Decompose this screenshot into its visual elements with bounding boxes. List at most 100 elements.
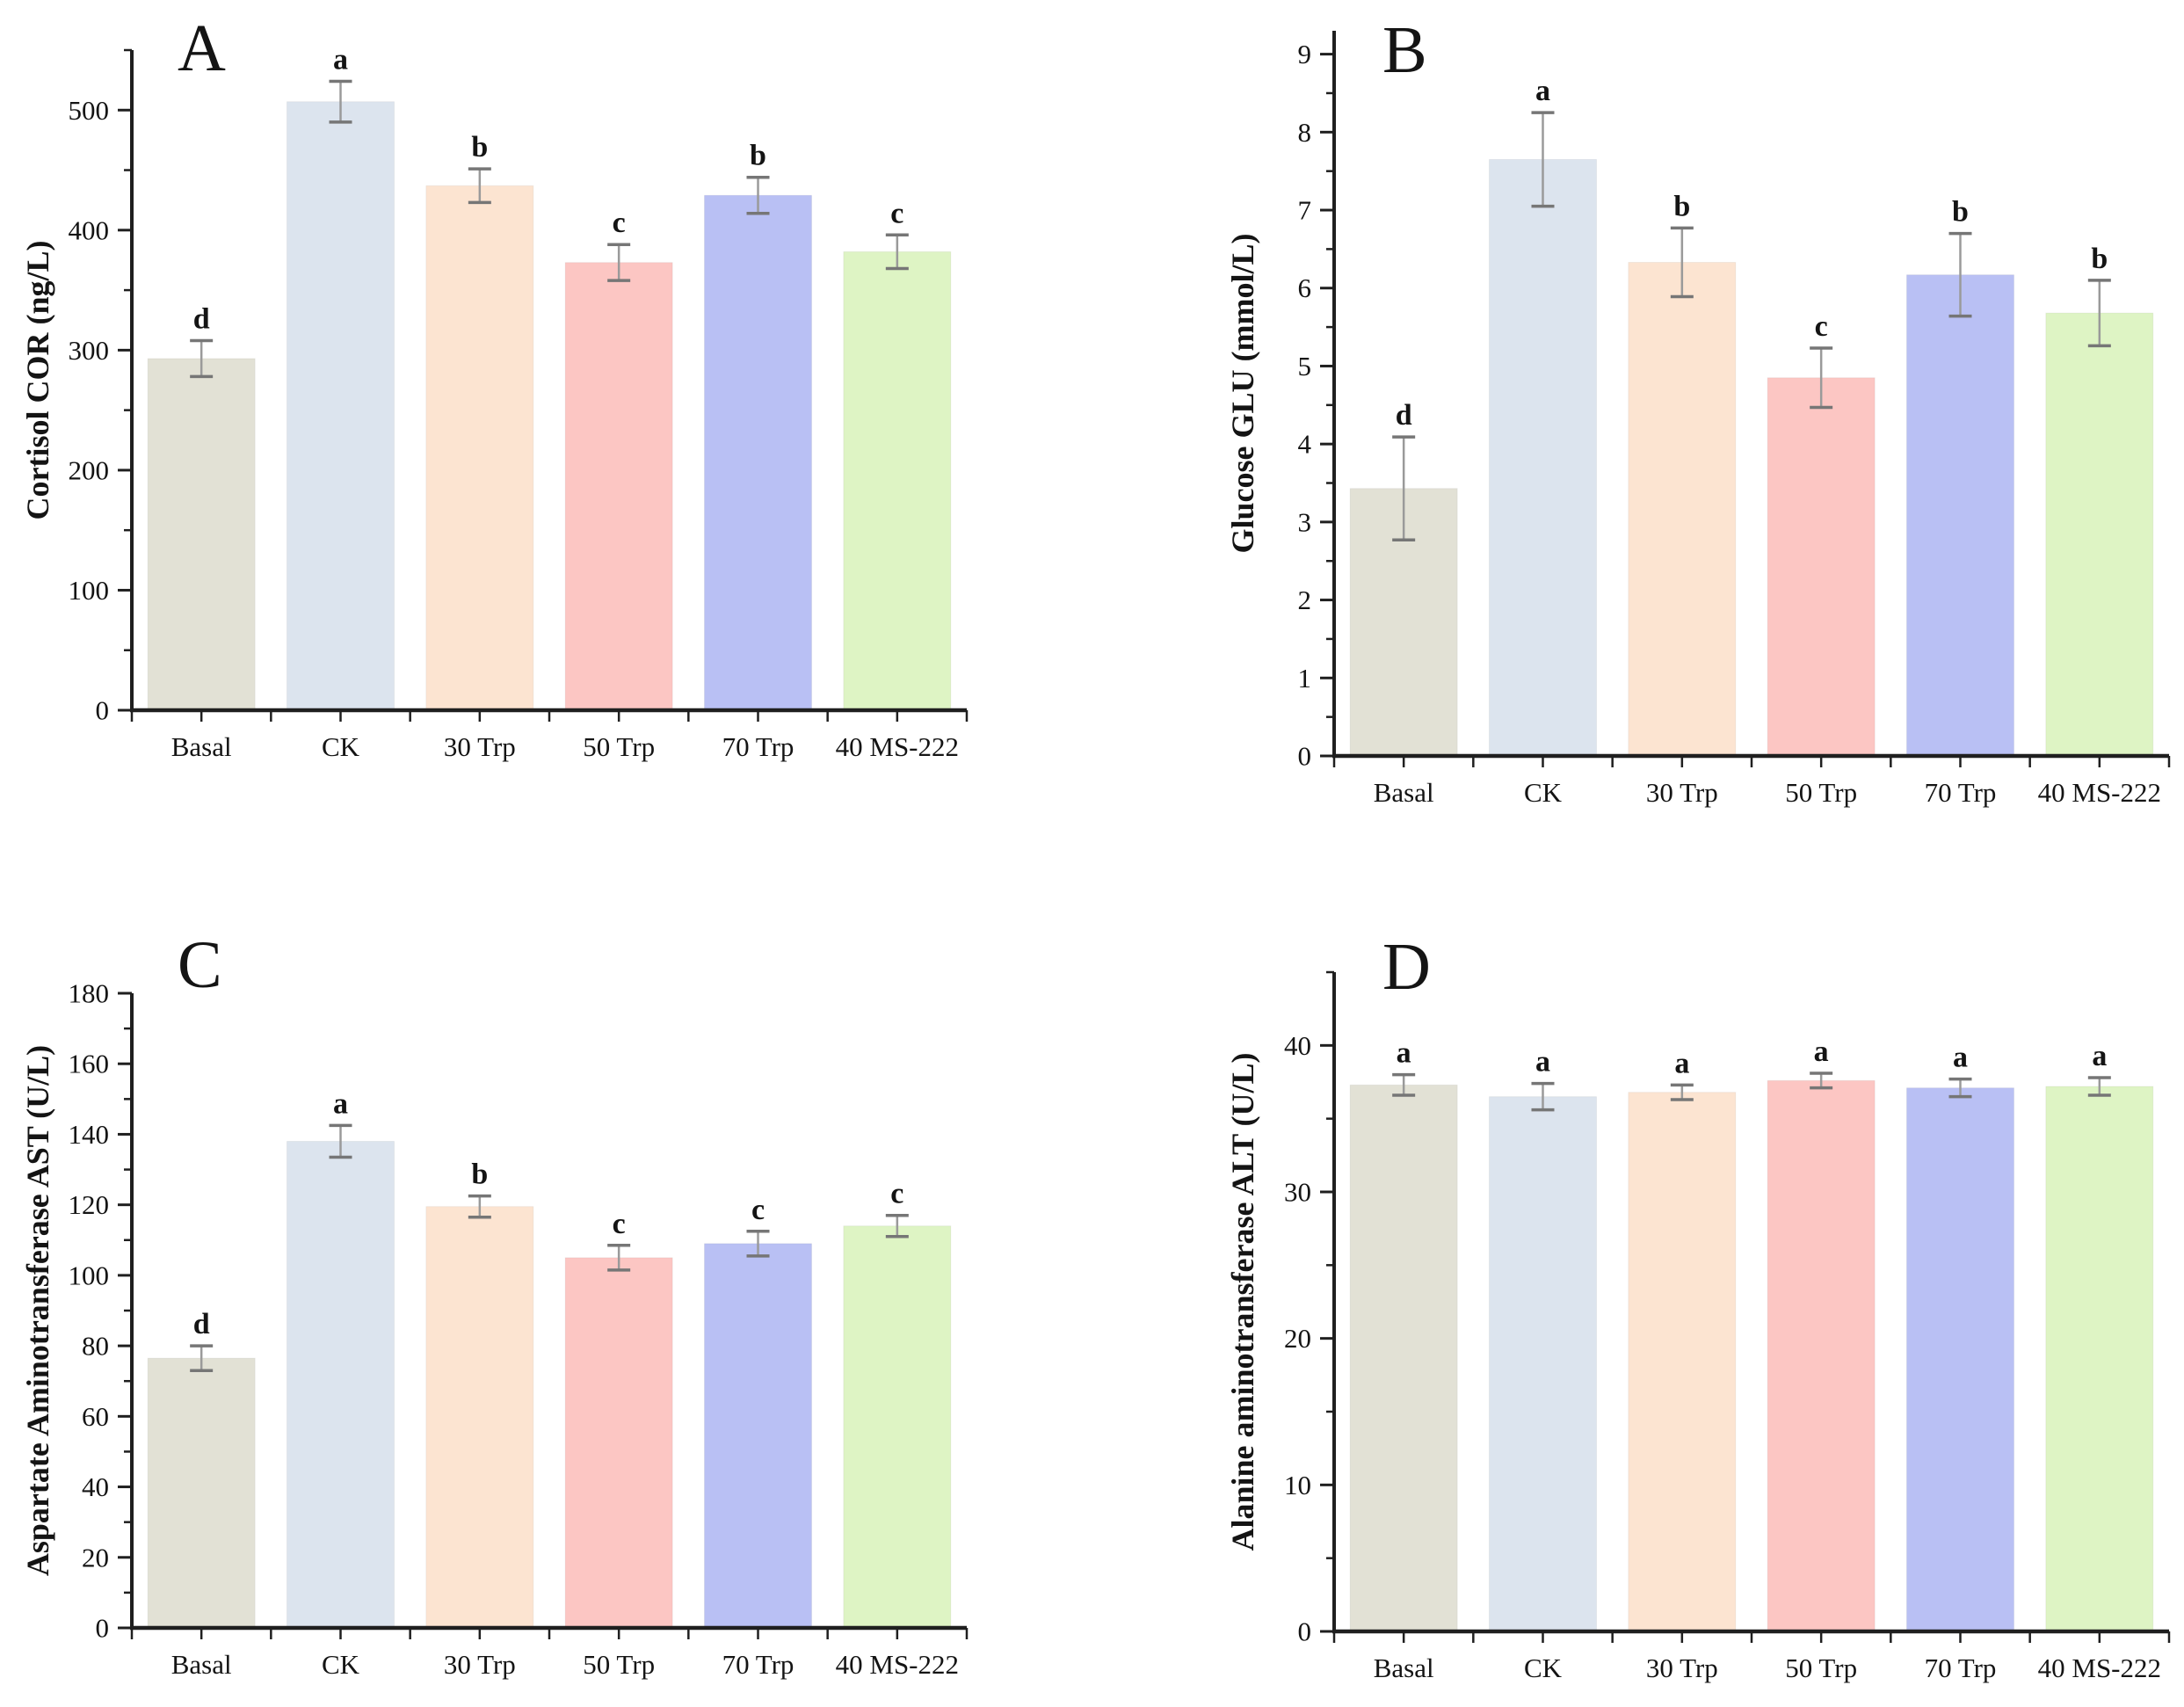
sig-letter: b — [1673, 190, 1690, 222]
category-label: 70 Trp — [722, 731, 795, 762]
bar-30-trp — [1628, 1092, 1737, 1632]
bar-ck — [287, 1140, 395, 1629]
bar-50-trp — [1767, 377, 1876, 757]
category-label: 30 Trp — [1646, 1653, 1718, 1683]
y-axis-title: Cortisol COR (ng/L) — [20, 241, 55, 520]
bar-50-trp — [564, 1257, 673, 1629]
y-tick-label: 2 — [1298, 585, 1312, 615]
panel-letter: C — [178, 928, 222, 1002]
sig-letter: d — [193, 1308, 210, 1340]
y-tick-label: 20 — [82, 1542, 109, 1573]
sig-letter: c — [1815, 310, 1828, 343]
category-label: 70 Trp — [722, 1649, 795, 1680]
bar-40-ms-222 — [843, 1225, 952, 1629]
y-tick-label: 100 — [69, 1260, 110, 1290]
category-label: 30 Trp — [1646, 777, 1718, 808]
bar-50-trp — [1767, 1079, 1876, 1632]
y-tick-label: 9 — [1298, 39, 1312, 69]
panel-c: d a b c c c 0 20 40 60 80 100 120 140 160 180 Basal CK 30 … — [0, 854, 1092, 1707]
category-label: Basal — [171, 731, 232, 762]
category-label: 50 Trp — [1785, 777, 1857, 808]
chart-d-svg: a a a a a a 0 10 20 30 40 Basal CK 30 Trp 50 Trp 70 Trp… — [1225, 930, 2171, 1683]
sig-letter: b — [2091, 243, 2108, 275]
sig-letter: b — [471, 131, 488, 163]
sig-letter: c — [613, 1208, 626, 1240]
panel-a: d a b c b c 0 100 200 300 400 500 Basal CK 30 Trp 50 Tr… — [0, 0, 1092, 854]
bar-ck — [287, 101, 395, 711]
bar-70-trp — [704, 194, 812, 711]
bar-30-trp — [1628, 261, 1737, 757]
bar-40-ms-222 — [2045, 1086, 2154, 1632]
y-tick-label: 1 — [1298, 663, 1312, 694]
panel-b: d a b c b b 0 1 2 3 4 5 6 7 8 9 Basal CK 30 Trp 50 Trp 70 Tr… — [1092, 0, 2184, 854]
sig-letter: c — [613, 207, 626, 239]
y-tick-label: 300 — [69, 335, 110, 366]
panel-d: a a a a a a 0 10 20 30 40 Basal CK 30 Trp 50 Trp 70 Trp… — [1092, 854, 2184, 1707]
chart-c-svg: d a b c c c 0 20 40 60 80 100 120 140 160 180 Basal CK 30 … — [20, 928, 969, 1680]
sig-letter: a — [1674, 1047, 1689, 1079]
category-label: CK — [322, 1649, 360, 1680]
y-axis-title: Alanine aminotransferase ALT (U/L) — [1225, 1052, 1260, 1551]
y-tick-label: 0 — [1298, 741, 1312, 772]
y-tick-label: 80 — [82, 1331, 109, 1362]
sig-letter: a — [1535, 1046, 1550, 1079]
category-label: 30 Trp — [444, 731, 516, 762]
y-tick-label: 40 — [82, 1471, 109, 1502]
category-label: Basal — [1374, 777, 1434, 808]
bar-40-ms-222 — [843, 251, 952, 711]
y-tick-label: 20 — [1284, 1323, 1311, 1354]
sig-letter: c — [751, 1194, 765, 1226]
y-tick-label: 7 — [1298, 195, 1312, 226]
category-label: 50 Trp — [583, 731, 655, 762]
y-axis-title: Glucose GLU (mmol/L) — [1225, 234, 1260, 554]
bar-ck — [1489, 158, 1597, 757]
category-label: 70 Trp — [1925, 1653, 1997, 1683]
y-tick-label: 400 — [69, 214, 110, 245]
sig-letter: c — [890, 197, 903, 229]
sig-letter: b — [471, 1159, 488, 1191]
bar-30-trp — [425, 1206, 534, 1629]
category-label: 40 MS-222 — [836, 731, 959, 762]
y-tick-label: 160 — [69, 1049, 110, 1079]
y-tick-label: 500 — [69, 95, 110, 126]
y-tick-label: 120 — [69, 1189, 110, 1220]
y-tick-label: 0 — [96, 1613, 110, 1644]
bar-ck — [1489, 1096, 1597, 1632]
bar-70-trp — [1906, 1087, 2014, 1632]
sig-letter: c — [890, 1178, 903, 1210]
sig-letter: d — [1396, 399, 1412, 432]
chart-b-svg: d a b c b b 0 1 2 3 4 5 6 7 8 9 Basal CK 30 Trp 50 Trp 70 Tr… — [1225, 13, 2171, 808]
bar-70-trp — [704, 1243, 812, 1629]
sig-letter: a — [2092, 1040, 2107, 1072]
bar-50-trp — [564, 262, 673, 711]
category-label: 70 Trp — [1925, 777, 1997, 808]
panel-letter: D — [1382, 930, 1431, 1004]
y-tick-label: 10 — [1284, 1470, 1311, 1500]
panel-letter: A — [178, 11, 226, 85]
y-tick-label: 0 — [1298, 1616, 1312, 1647]
y-tick-label: 30 — [1284, 1177, 1311, 1208]
category-label: 30 Trp — [444, 1649, 516, 1680]
bar-basal — [147, 1357, 256, 1629]
y-tick-label: 180 — [69, 978, 110, 1009]
category-label: Basal — [171, 1649, 232, 1680]
y-tick-label: 3 — [1298, 506, 1312, 537]
bar-70-trp — [1906, 274, 2014, 757]
y-tick-label: 60 — [82, 1401, 109, 1432]
y-tick-label: 100 — [69, 575, 110, 606]
category-label: 50 Trp — [1785, 1653, 1857, 1683]
y-tick-label: 6 — [1298, 272, 1312, 303]
sig-letter: a — [333, 1087, 348, 1120]
sig-letter: a — [1814, 1035, 1829, 1068]
category-label: 40 MS-222 — [2038, 777, 2161, 808]
y-tick-label: 140 — [69, 1119, 110, 1150]
sig-letter: a — [333, 44, 348, 76]
y-tick-label: 200 — [69, 454, 110, 485]
y-tick-label: 4 — [1298, 429, 1312, 460]
category-label: CK — [1524, 777, 1563, 808]
y-axis-title: Aspartate Aminotransferase AST (U/L) — [20, 1045, 55, 1576]
category-label: CK — [1524, 1653, 1563, 1683]
category-label: 40 MS-222 — [2038, 1653, 2161, 1683]
sig-letter: b — [1952, 196, 1969, 229]
